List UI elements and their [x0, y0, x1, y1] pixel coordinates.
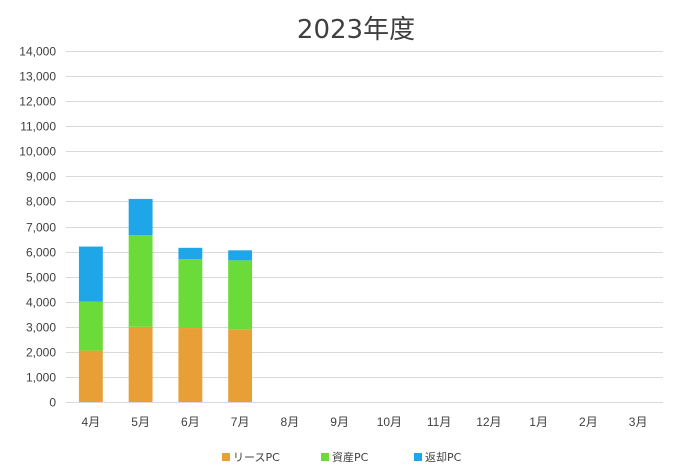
- y-tick-label: 7,000: [26, 221, 56, 235]
- y-tick-label: 1,000: [26, 371, 56, 385]
- bar-segment-1: [78, 350, 103, 402]
- y-tick-label: 2,000: [26, 346, 56, 360]
- x-tick-label: 10月: [377, 415, 402, 429]
- x-tick-label: 7月: [231, 415, 250, 429]
- x-tick-label: 9月: [330, 415, 349, 429]
- bar-segment-2: [128, 235, 153, 327]
- bar-segment-3: [228, 250, 253, 261]
- bar-segment-2: [228, 260, 253, 330]
- y-axis-tick-labels: 0 1,000 2,000 3,000 4,000 5,000 6,000 7,000 8,00…: [19, 45, 56, 410]
- legend-swatch: [414, 453, 422, 461]
- x-tick-label: 5月: [131, 415, 150, 429]
- bar-segment-1: [228, 329, 253, 402]
- chart-title: 2023年度: [297, 15, 415, 45]
- legend-label: 返却PC: [425, 451, 462, 464]
- x-tick-label: 12月: [476, 415, 501, 429]
- y-tick-label: 11,000: [20, 120, 56, 134]
- y-tick-label: 13,000: [19, 70, 56, 84]
- bars: [78, 198, 253, 402]
- y-tick-label: 5,000: [26, 271, 56, 285]
- legend-swatch: [222, 453, 230, 461]
- y-tick-label: 4,000: [26, 296, 56, 310]
- bar-segment-1: [178, 328, 203, 402]
- y-tick-label: 10,000: [19, 145, 56, 159]
- bar-segment-2: [78, 301, 103, 351]
- y-tick-label: 3,000: [26, 321, 56, 335]
- x-tick-label: 1月: [529, 415, 548, 429]
- y-tick-label: 9,000: [26, 170, 56, 184]
- x-tick-label: 2月: [579, 415, 598, 429]
- bar-segment-3: [178, 247, 203, 260]
- x-axis-tick-labels: 4月 5月 6月 7月 8月 9月 10月 11月 12月 1月 2月 3月: [82, 415, 648, 429]
- bar-segment-1: [128, 326, 153, 402]
- gridlines: [66, 51, 663, 403]
- x-tick-label: 3月: [629, 415, 648, 429]
- legend: リースPC 資産PC 返却PC: [222, 451, 462, 464]
- y-tick-label: 6,000: [26, 246, 56, 260]
- legend-label: 資産PC: [332, 451, 369, 464]
- legend-swatch: [321, 453, 329, 461]
- bar-segment-2: [178, 259, 203, 329]
- legend-label: リースPC: [233, 451, 280, 464]
- y-tick-label: 12,000: [19, 95, 56, 109]
- y-tick-label: 0: [49, 396, 56, 410]
- bar-segment-3: [78, 246, 103, 302]
- x-tick-label: 8月: [281, 415, 300, 429]
- x-tick-label: 6月: [181, 415, 200, 429]
- x-tick-label: 11月: [427, 415, 451, 429]
- y-tick-label: 14,000: [19, 45, 56, 59]
- x-tick-label: 4月: [82, 415, 101, 429]
- bar-segment-3: [128, 198, 153, 236]
- y-tick-label: 8,000: [26, 195, 56, 209]
